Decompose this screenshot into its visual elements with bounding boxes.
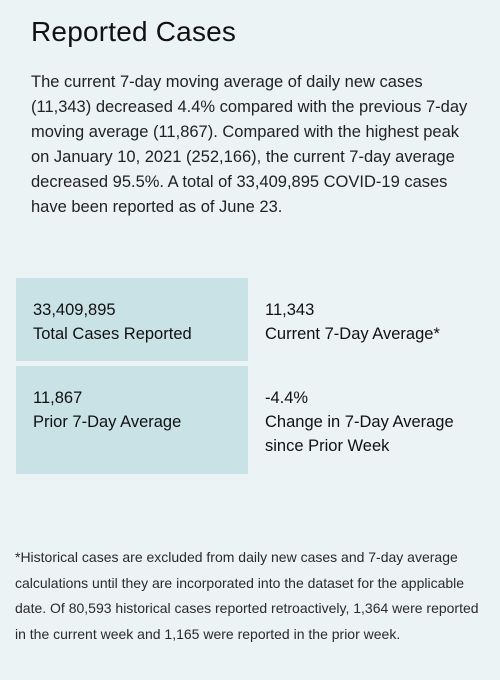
stat-label: Prior 7-Day Average: [33, 410, 248, 434]
footnote: *Historical cases are excluded from dail…: [15, 545, 485, 647]
page-title: Reported Cases: [31, 16, 236, 48]
stat-value: -4.4%: [265, 386, 486, 410]
stat-label: Current 7-Day Average*: [265, 322, 486, 346]
stat-prior-average: 11,867 Prior 7-Day Average: [16, 366, 248, 474]
summary-paragraph: The current 7-day moving average of dail…: [31, 70, 471, 220]
stat-value: 11,867: [33, 386, 248, 410]
stat-change-average: -4.4% Change in 7-Day Average since Prio…: [248, 366, 486, 474]
stat-value: 33,409,895: [33, 298, 248, 322]
stat-current-average: 11,343 Current 7-Day Average*: [248, 278, 486, 361]
stat-label: Change in 7-Day Average since Prior Week: [265, 410, 470, 458]
stat-value: 11,343: [265, 298, 486, 322]
stat-label: Total Cases Reported: [33, 322, 248, 346]
stat-total-cases: 33,409,895 Total Cases Reported: [16, 278, 248, 361]
